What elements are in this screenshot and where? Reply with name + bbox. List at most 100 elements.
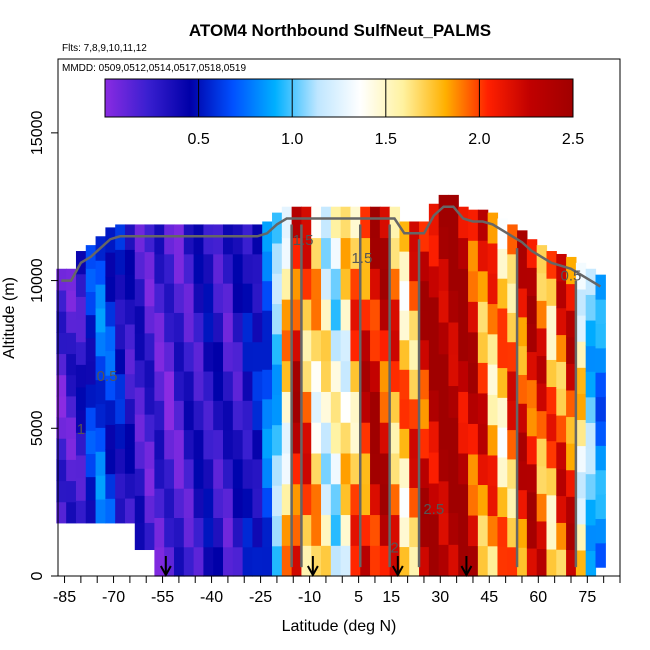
heatmap-cell (281, 268, 293, 300)
heatmap-cell (468, 362, 479, 394)
heatmap-cell (154, 341, 165, 372)
heatmap-cell (556, 280, 567, 309)
heatmap-cell (438, 258, 450, 291)
heatmap-cell (526, 323, 538, 353)
heatmap-cell (301, 514, 312, 546)
heatmap-cell (438, 480, 450, 514)
heatmap-cell (419, 369, 430, 400)
heatmap-cell (536, 465, 548, 494)
heatmap-cell (507, 488, 518, 519)
heatmap-cell (272, 333, 283, 365)
heatmap-cell (340, 329, 352, 362)
heatmap-cell (311, 299, 322, 331)
colorbar-tick-label: 1.5 (375, 131, 397, 148)
heatmap-cell (85, 476, 97, 501)
heatmap-cell (252, 224, 263, 255)
heatmap-cell (360, 299, 371, 331)
heatmap-cell (203, 370, 214, 401)
heatmap-cell (468, 545, 479, 577)
heatmap-cell (379, 545, 391, 577)
heatmap-cell (124, 348, 136, 375)
heatmap-cell (507, 429, 518, 460)
heatmap-cell (105, 399, 116, 425)
heatmap-cell (448, 385, 459, 418)
contour-label: 1.5 (293, 232, 314, 249)
heatmap-cell (281, 237, 293, 269)
heatmap-cell (75, 432, 87, 456)
heatmap-cell (193, 517, 205, 548)
heatmap-cell (301, 545, 312, 577)
heatmap-cell (350, 514, 361, 546)
heatmap-cell (419, 516, 430, 548)
heatmap-cell (154, 458, 165, 489)
heatmap-cell (105, 498, 116, 524)
heatmap-cell (575, 419, 587, 447)
heatmap-cell (507, 253, 518, 284)
heatmap-cell (193, 488, 205, 519)
x-tick-label: 30 (431, 589, 449, 606)
heatmap-cell (575, 288, 587, 316)
heatmap-cell (448, 480, 459, 514)
heatmap-cell (379, 514, 391, 546)
heatmap-cell (330, 514, 342, 546)
heatmap-cell (438, 448, 450, 482)
flight-arrows (159, 556, 473, 578)
heatmap-cell (232, 400, 244, 431)
heatmap-cell (438, 194, 450, 228)
heatmap-cell (330, 268, 342, 300)
heatmap-cell (585, 319, 597, 347)
heatmap-cell (330, 422, 342, 454)
heatmap-cell (154, 224, 165, 255)
heatmap-cell (595, 274, 606, 300)
heatmap-cell (203, 400, 214, 431)
heatmap-cell (223, 253, 234, 284)
heatmap-cell (232, 429, 244, 460)
heatmap-cell (575, 393, 587, 421)
heatmap-cell (75, 409, 87, 433)
colorbar-tick-label: 1.0 (281, 131, 303, 148)
heatmap-cell (213, 400, 224, 431)
heatmap-cell (526, 351, 538, 381)
heatmap-cell (585, 396, 597, 423)
heatmap-cell (95, 307, 106, 333)
heatmap-cell (183, 517, 195, 548)
heatmap-cell (379, 360, 391, 392)
heatmap-cell (350, 391, 361, 423)
heatmap-cell (360, 237, 371, 269)
heatmap-cell (585, 447, 597, 475)
heatmap-cell (428, 451, 440, 484)
x-tick-label: -85 (53, 589, 76, 606)
heatmap-cell (203, 488, 214, 519)
contour-lines: 0.5 1 1.5 1.5 2 2.5 0.5 (61, 205, 602, 568)
x-axis: -85 -70 -55 -40 -25 -10 5 15 30 45 60 75 (53, 576, 621, 606)
heatmap-cell (477, 301, 489, 333)
heatmap-cell (477, 362, 489, 394)
heatmap-cell (389, 452, 401, 485)
heatmap-cell (252, 312, 263, 343)
heatmap-cell (487, 545, 499, 577)
heatmap-cell (566, 496, 577, 524)
heatmap-cell (75, 454, 87, 479)
heatmap-cell (223, 341, 234, 372)
contour-label: 2.5 (423, 501, 444, 518)
heatmap-cell (223, 488, 234, 519)
heatmap-cell (546, 251, 557, 279)
heatmap-cell (193, 400, 205, 431)
heatmap-cell (507, 517, 518, 548)
heatmap-cell (458, 422, 469, 454)
heatmap-cell (566, 336, 577, 364)
heatmap-cell (203, 517, 214, 548)
heatmap-cell (399, 516, 410, 548)
heatmap-cell (321, 483, 332, 516)
heatmap-cell (370, 422, 381, 454)
heatmap-cell (526, 407, 538, 437)
heatmap-cell (164, 370, 175, 401)
heatmap-cell (468, 392, 479, 424)
heatmap-cell (66, 480, 77, 503)
heatmap-cell (281, 391, 293, 423)
heatmap-cell (193, 429, 205, 460)
heatmap-cell (154, 400, 165, 431)
heatmap-cell (370, 360, 381, 392)
y-tick-label: 5000 (29, 410, 46, 446)
